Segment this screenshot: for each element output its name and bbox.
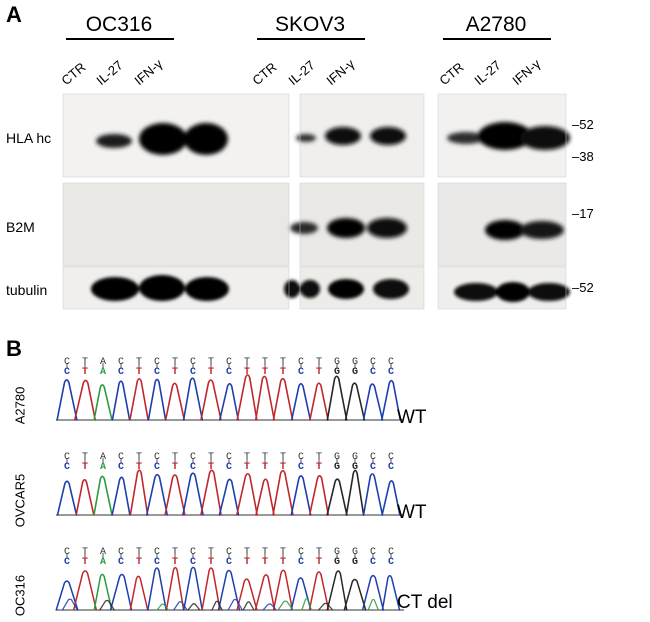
- svg-text:C: C: [154, 462, 160, 473]
- svg-text:T: T: [280, 367, 286, 378]
- svg-text:T: T: [136, 557, 142, 568]
- svg-text:T: T: [172, 367, 178, 378]
- svg-text:C: C: [298, 367, 304, 378]
- svg-text:G: G: [334, 462, 340, 473]
- svg-text:T: T: [316, 557, 322, 568]
- svg-text:C: C: [64, 557, 70, 568]
- svg-text:C: C: [298, 462, 304, 473]
- svg-text:T: T: [280, 557, 286, 568]
- svg-text:C: C: [118, 367, 124, 378]
- svg-text:T: T: [244, 557, 250, 568]
- svg-text:C: C: [370, 462, 376, 473]
- svg-text:C: C: [118, 462, 124, 473]
- svg-text:T: T: [172, 557, 178, 568]
- svg-text:G: G: [352, 557, 358, 568]
- svg-text:T: T: [208, 367, 214, 378]
- svg-text:T: T: [136, 367, 142, 378]
- svg-text:C: C: [64, 462, 70, 473]
- svg-text:C: C: [226, 462, 232, 473]
- svg-text:T: T: [172, 462, 178, 473]
- svg-text:G: G: [334, 557, 340, 568]
- svg-text:C: C: [388, 462, 394, 473]
- svg-text:T: T: [262, 462, 268, 473]
- svg-text:C: C: [388, 367, 394, 378]
- svg-text:C: C: [118, 557, 124, 568]
- svg-text:T: T: [244, 462, 250, 473]
- svg-text:C: C: [388, 557, 394, 568]
- svg-text:C: C: [154, 557, 160, 568]
- svg-text:C: C: [154, 367, 160, 378]
- svg-text:C: C: [226, 557, 232, 568]
- svg-text:T: T: [316, 462, 322, 473]
- svg-text:G: G: [352, 367, 358, 378]
- svg-text:A: A: [100, 557, 106, 568]
- svg-text:C: C: [370, 367, 376, 378]
- svg-text:T: T: [316, 367, 322, 378]
- svg-text:C: C: [190, 557, 196, 568]
- svg-text:T: T: [82, 462, 88, 473]
- svg-text:C: C: [190, 462, 196, 473]
- svg-text:T: T: [262, 557, 268, 568]
- svg-text:A: A: [100, 367, 106, 378]
- svg-text:C: C: [298, 557, 304, 568]
- svg-text:C: C: [190, 367, 196, 378]
- svg-text:C: C: [226, 367, 232, 378]
- svg-text:A: A: [100, 462, 106, 473]
- svg-text:C: C: [370, 557, 376, 568]
- svg-text:C: C: [64, 367, 70, 378]
- svg-text:T: T: [82, 557, 88, 568]
- svg-text:T: T: [208, 557, 214, 568]
- svg-text:T: T: [82, 367, 88, 378]
